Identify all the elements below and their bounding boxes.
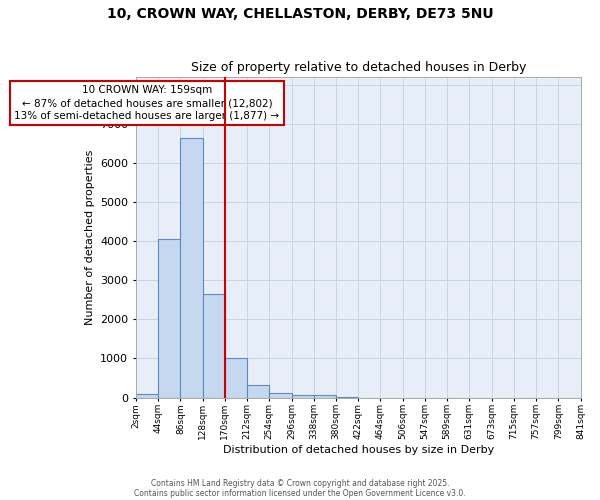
Bar: [203, 294, 225, 398]
Y-axis label: Number of detached properties: Number of detached properties: [85, 150, 95, 325]
Bar: [269, 393, 292, 398]
Bar: [247, 384, 269, 398]
Bar: [158, 239, 181, 398]
Bar: [225, 358, 247, 398]
Bar: [314, 395, 336, 398]
Bar: [181, 138, 203, 398]
Text: 10, CROWN WAY, CHELLASTON, DERBY, DE73 5NU: 10, CROWN WAY, CHELLASTON, DERBY, DE73 5…: [107, 8, 493, 22]
Text: Contains HM Land Registry data © Crown copyright and database right 2025.: Contains HM Land Registry data © Crown c…: [151, 478, 449, 488]
Bar: [292, 395, 314, 398]
Title: Size of property relative to detached houses in Derby: Size of property relative to detached ho…: [191, 62, 526, 74]
Bar: [136, 394, 158, 398]
Text: Contains public sector information licensed under the Open Government Licence v3: Contains public sector information licen…: [134, 488, 466, 498]
Text: 10 CROWN WAY: 159sqm
← 87% of detached houses are smaller (12,802)
13% of semi-d: 10 CROWN WAY: 159sqm ← 87% of detached h…: [14, 85, 280, 122]
X-axis label: Distribution of detached houses by size in Derby: Distribution of detached houses by size …: [223, 445, 494, 455]
